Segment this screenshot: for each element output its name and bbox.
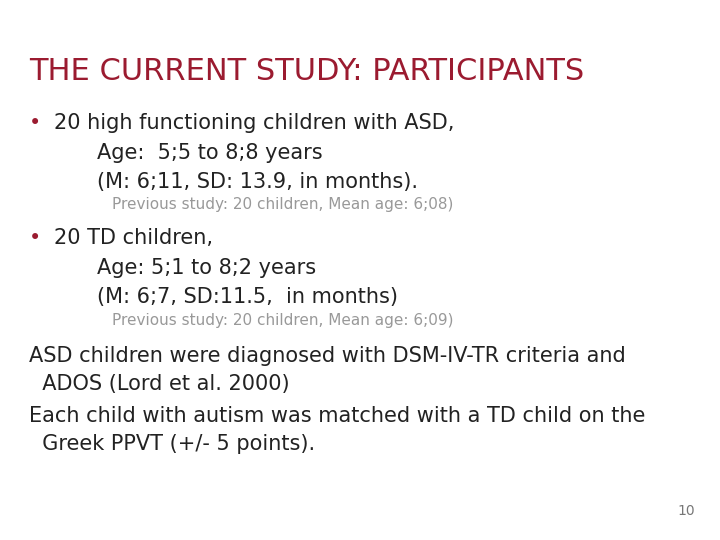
Text: (M: 6;7, SD:11.5,  in months): (M: 6;7, SD:11.5, in months) [97,287,398,307]
Text: Previous study: 20 children, Mean age: 6;08): Previous study: 20 children, Mean age: 6… [112,197,453,212]
Text: •: • [29,228,41,248]
Text: (M: 6;11, SD: 13.9, in months).: (M: 6;11, SD: 13.9, in months). [97,172,418,192]
Text: •: • [29,113,41,133]
Text: ADOS (Lord et al. 2000): ADOS (Lord et al. 2000) [29,374,289,394]
Text: Age:  5;5 to 8;8 years: Age: 5;5 to 8;8 years [97,143,323,163]
Text: Age: 5;1 to 8;2 years: Age: 5;1 to 8;2 years [97,258,316,278]
Text: Previous study: 20 children, Mean age: 6;09): Previous study: 20 children, Mean age: 6… [112,313,453,328]
Text: Each child with autism was matched with a TD child on the: Each child with autism was matched with … [29,406,645,426]
Text: 10: 10 [678,504,695,518]
Text: 20 high functioning children with ASD,: 20 high functioning children with ASD, [54,113,454,133]
Text: THE CURRENT STUDY: PARTICIPANTS: THE CURRENT STUDY: PARTICIPANTS [29,57,584,86]
Text: Greek PPVT (+/- 5 points).: Greek PPVT (+/- 5 points). [29,434,315,454]
Text: 20 TD children,: 20 TD children, [54,228,213,248]
Text: ASD children were diagnosed with DSM-IV-TR criteria and: ASD children were diagnosed with DSM-IV-… [29,346,626,366]
